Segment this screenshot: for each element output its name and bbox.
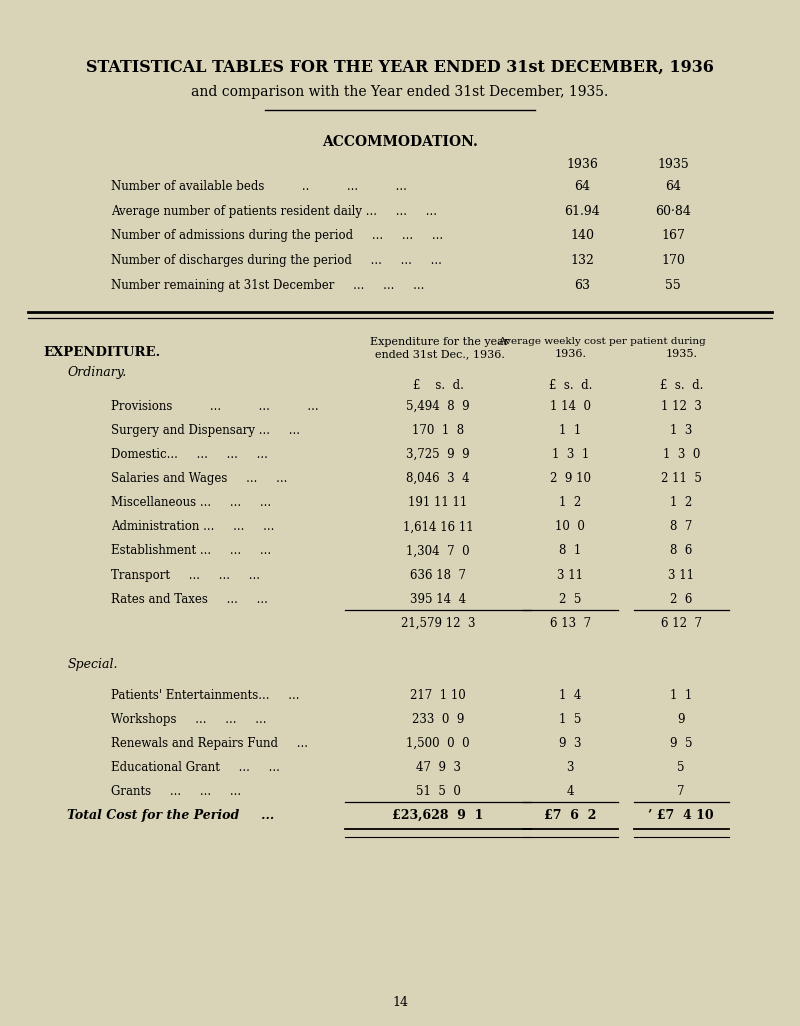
Text: 170  1  8: 170 1 8 [412,424,464,437]
Text: Renewals and Repairs Fund     ...: Renewals and Repairs Fund ... [111,737,308,750]
Text: Establishment ...     ...     ...: Establishment ... ... ... [111,545,271,557]
Text: 1  1: 1 1 [559,424,582,437]
Text: Expenditure for the year: Expenditure for the year [370,337,509,347]
Text: ended 31st Dec., 1936.: ended 31st Dec., 1936. [374,349,505,359]
Text: 9  5: 9 5 [670,737,693,750]
Text: £  s.  d.: £ s. d. [659,380,703,392]
Text: 140: 140 [570,230,594,242]
Text: Educational Grant     ...     ...: Educational Grant ... ... [111,761,280,774]
Text: £23,628  9  1: £23,628 9 1 [392,810,484,822]
Text: 64: 64 [666,181,682,193]
Text: 9: 9 [678,713,685,725]
Text: 14: 14 [392,996,408,1009]
Text: 8,046  3  4: 8,046 3 4 [406,472,470,485]
Text: Workshops     ...     ...     ...: Workshops ... ... ... [111,713,266,725]
Text: Surgery and Dispensary ...     ...: Surgery and Dispensary ... ... [111,424,300,437]
Text: Grants     ...     ...     ...: Grants ... ... ... [111,785,241,798]
Text: Administration ...     ...     ...: Administration ... ... ... [111,520,274,534]
Text: Miscellaneous ...     ...     ...: Miscellaneous ... ... ... [111,497,271,509]
Text: 1  2: 1 2 [559,497,582,509]
Text: 217  1 10: 217 1 10 [410,688,466,702]
Text: Total Cost for the Period     ...: Total Cost for the Period ... [67,810,274,822]
Text: 1  1: 1 1 [670,688,692,702]
Text: 55: 55 [666,279,681,291]
Text: 21,579 12  3: 21,579 12 3 [401,617,475,630]
Text: Average weekly cost per patient during: Average weekly cost per patient during [498,338,706,346]
Text: Number remaining at 31st December     ...     ...     ...: Number remaining at 31st December ... ..… [111,279,424,291]
Text: 170: 170 [662,254,686,267]
Text: 1,304  7  0: 1,304 7 0 [406,545,470,557]
Text: 7: 7 [678,785,685,798]
Text: 1 12  3: 1 12 3 [661,400,702,412]
Text: 63: 63 [574,279,590,291]
Text: 1 14  0: 1 14 0 [550,400,591,412]
Text: £    s.  d.: £ s. d. [413,380,463,392]
Text: Provisions          ...          ...          ...: Provisions ... ... ... [111,400,318,412]
Text: 1  4: 1 4 [559,688,582,702]
Text: 6 12  7: 6 12 7 [661,617,702,630]
Text: 1,500  0  0: 1,500 0 0 [406,737,470,750]
Text: 1  3: 1 3 [670,424,692,437]
Text: 132: 132 [570,254,594,267]
Text: Patients' Entertainments...     ...: Patients' Entertainments... ... [111,688,299,702]
Text: and comparison with the Year ended 31st December, 1935.: and comparison with the Year ended 31st … [191,85,609,100]
Text: 1935.: 1935. [666,349,698,359]
Text: ’ £7  4 10: ’ £7 4 10 [648,810,714,822]
Text: 3,725  9  9: 3,725 9 9 [406,448,470,461]
Text: 4: 4 [566,785,574,798]
Text: Transport     ...     ...     ...: Transport ... ... ... [111,568,260,582]
Text: Ordinary.: Ordinary. [67,366,126,379]
Text: 2  6: 2 6 [670,593,692,605]
Text: 1936: 1936 [566,158,598,170]
Text: 636 18  7: 636 18 7 [410,568,466,582]
Text: 10  0: 10 0 [555,520,586,534]
Text: 47  9  3: 47 9 3 [415,761,461,774]
Text: 5,494  8  9: 5,494 8 9 [406,400,470,412]
Text: Number of discharges during the period     ...     ...     ...: Number of discharges during the period .… [111,254,442,267]
Text: 2  9 10: 2 9 10 [550,472,591,485]
Text: 64: 64 [574,181,590,193]
Text: 2  5: 2 5 [559,593,582,605]
Text: 8  6: 8 6 [670,545,692,557]
Text: ACCOMMODATION.: ACCOMMODATION. [322,134,478,149]
Text: Domestic...     ...     ...     ...: Domestic... ... ... ... [111,448,268,461]
Text: 1935: 1935 [658,158,689,170]
Text: 9  3: 9 3 [559,737,582,750]
Text: 191 11 11: 191 11 11 [408,497,468,509]
Text: 1  3  0: 1 3 0 [662,448,700,461]
Text: 2 11  5: 2 11 5 [661,472,702,485]
Text: 60·84: 60·84 [655,205,691,218]
Text: 6 13  7: 6 13 7 [550,617,591,630]
Text: £7  6  2: £7 6 2 [544,810,597,822]
Text: 61.94: 61.94 [564,205,600,218]
Text: STATISTICAL TABLES FOR THE YEAR ENDED 31st DECEMBER, 1936: STATISTICAL TABLES FOR THE YEAR ENDED 31… [86,58,714,75]
Text: 3 11: 3 11 [558,568,583,582]
Text: 5: 5 [678,761,685,774]
Text: EXPENDITURE.: EXPENDITURE. [43,347,161,359]
Text: 1  5: 1 5 [559,713,582,725]
Text: Rates and Taxes     ...     ...: Rates and Taxes ... ... [111,593,268,605]
Text: Number of admissions during the period     ...     ...     ...: Number of admissions during the period .… [111,230,443,242]
Text: 1  2: 1 2 [670,497,692,509]
Text: 8  7: 8 7 [670,520,692,534]
Text: 167: 167 [662,230,686,242]
Text: 395 14  4: 395 14 4 [410,593,466,605]
Text: 3 11: 3 11 [668,568,694,582]
Text: Average number of patients resident daily ...     ...     ...: Average number of patients resident dail… [111,205,437,218]
Text: Special.: Special. [67,658,118,671]
Text: Number of available beds          ..          ...          ...: Number of available beds .. ... ... [111,181,406,193]
Text: 3: 3 [566,761,574,774]
Text: 51  5  0: 51 5 0 [415,785,461,798]
Text: 1,614 16 11: 1,614 16 11 [402,520,474,534]
Text: 1936.: 1936. [554,349,586,359]
Text: Salaries and Wages     ...     ...: Salaries and Wages ... ... [111,472,287,485]
Text: 8  1: 8 1 [559,545,582,557]
Text: £  s.  d.: £ s. d. [549,380,592,392]
Text: 233  0  9: 233 0 9 [412,713,464,725]
Text: 1  3  1: 1 3 1 [552,448,589,461]
